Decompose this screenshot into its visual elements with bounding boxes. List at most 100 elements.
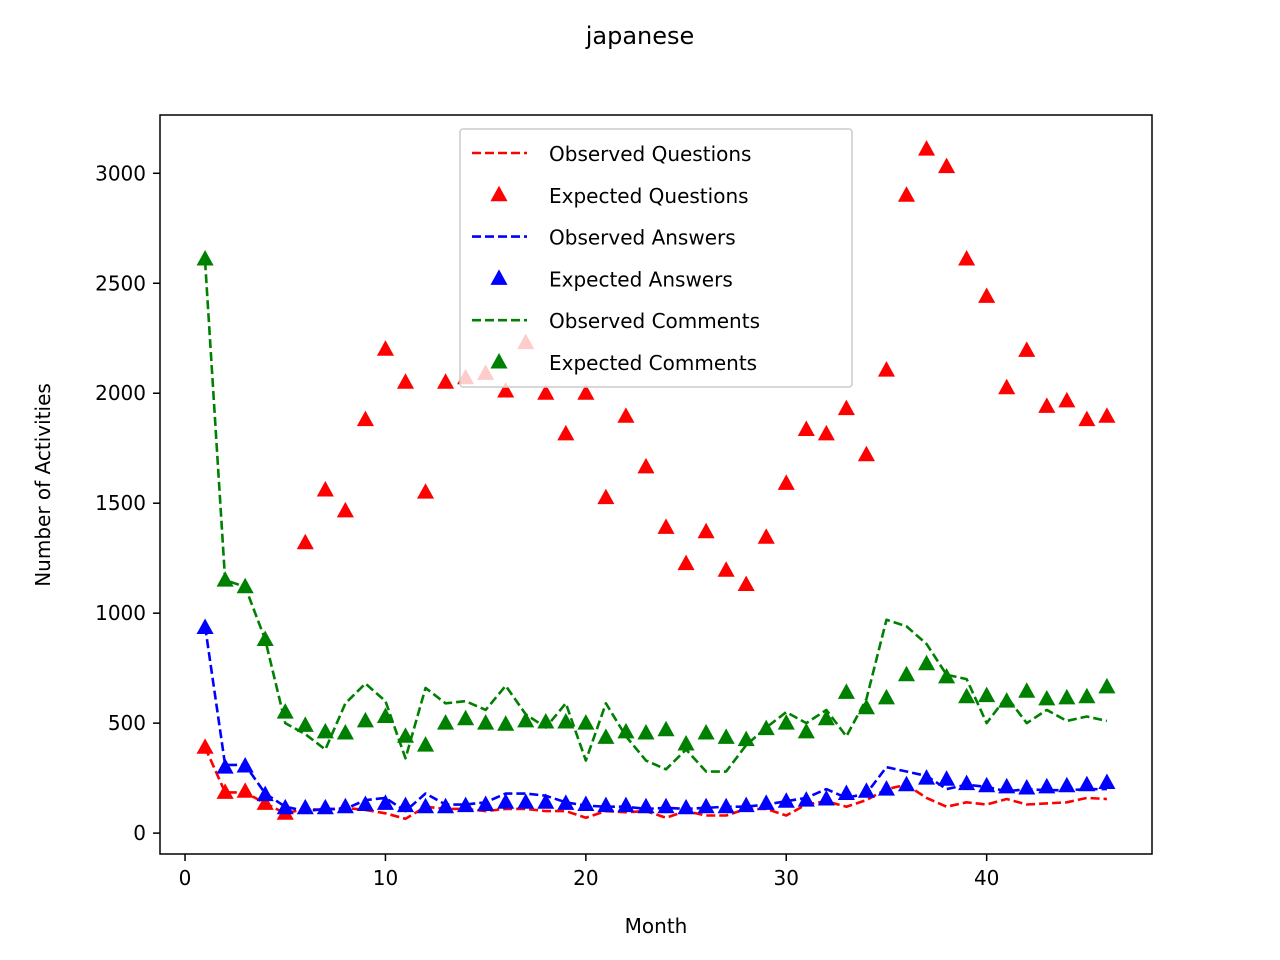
- data-point: [777, 714, 795, 730]
- data-point: [437, 714, 455, 730]
- data-point: [938, 157, 956, 174]
- data-point: [897, 775, 916, 792]
- data-point: [196, 250, 214, 266]
- data-point: [1018, 682, 1036, 698]
- data-point: [917, 654, 936, 671]
- data-point: [517, 793, 535, 809]
- series-line: [203, 261, 1108, 773]
- data-point: [256, 630, 274, 647]
- plot-frame: [159, 114, 1153, 855]
- data-point: [1078, 410, 1096, 427]
- data-point: [236, 782, 254, 798]
- data-point: [917, 769, 936, 785]
- data-point: [497, 382, 515, 398]
- y-tick-label: 1000: [95, 601, 146, 625]
- data-point: [416, 483, 435, 499]
- data-point: [276, 703, 294, 719]
- data-point: [557, 713, 575, 729]
- data-point: [717, 728, 735, 744]
- series-expected-questions: [196, 140, 1116, 820]
- data-point: [677, 554, 695, 571]
- data-point: [998, 378, 1016, 395]
- data-point: [376, 794, 395, 810]
- data-point: [236, 757, 254, 773]
- series-line: [203, 626, 1107, 813]
- data-point: [617, 407, 635, 423]
- data-point: [938, 667, 956, 684]
- legend-entry-observed-answers: Observed Answers: [472, 226, 736, 250]
- data-point: [396, 727, 415, 743]
- data-point: [196, 738, 214, 754]
- y-tick-label: 1500: [95, 491, 146, 515]
- data-point: [216, 758, 234, 774]
- data-point: [376, 707, 395, 724]
- data-point: [877, 688, 896, 705]
- data-point: [557, 794, 575, 810]
- data-point: [437, 373, 455, 389]
- data-point: [296, 533, 314, 550]
- data-point: [416, 736, 435, 752]
- data-point: [717, 797, 735, 814]
- data-point: [296, 798, 314, 815]
- legend-box: [459, 128, 853, 388]
- data-point: [1038, 689, 1056, 706]
- data-point: [777, 474, 795, 490]
- data-point: [617, 722, 635, 739]
- x-axis: 0 10 20 30 40: [179, 854, 999, 890]
- y-tick-label: 500: [108, 711, 146, 735]
- y-axis-label: Number of Activities: [31, 383, 55, 587]
- legend-label: Expected Comments: [549, 351, 757, 375]
- data-point: [497, 793, 515, 809]
- data-point: [737, 730, 755, 747]
- legend: Observed Questions Expected Questions Obse…: [459, 128, 853, 388]
- y-axis: 0 500 1000 1500 2000 2500 3000: [95, 161, 160, 845]
- data-point: [597, 728, 615, 744]
- data-point: [757, 794, 775, 810]
- data-point: [958, 250, 976, 266]
- data-point: [216, 571, 234, 587]
- data-point: [737, 575, 755, 592]
- data-point: [757, 719, 775, 736]
- data-point: [657, 720, 675, 737]
- data-point: [697, 522, 715, 539]
- data-point: [497, 715, 515, 731]
- data-point: [356, 795, 374, 811]
- data-point: [1098, 773, 1116, 789]
- data-point: [897, 186, 916, 202]
- data-point: [196, 618, 214, 634]
- data-point: [1038, 397, 1056, 413]
- data-point: [1018, 779, 1036, 795]
- data-point: [938, 770, 956, 786]
- series-observed-questions: [203, 746, 1107, 821]
- data-point: [817, 424, 835, 441]
- data-point: [797, 420, 815, 436]
- data-point: [577, 714, 595, 730]
- legend-label: Observed Answers: [549, 226, 736, 250]
- data-point: [657, 797, 675, 814]
- data-point: [817, 790, 835, 806]
- data-point: [677, 735, 695, 751]
- data-point: [978, 776, 996, 793]
- y-tick-label: 2500: [95, 271, 146, 295]
- data-point: [597, 796, 615, 813]
- data-point: [777, 792, 795, 808]
- data-point: [817, 709, 835, 726]
- data-point: [376, 340, 395, 356]
- y-tick-label: 3000: [95, 161, 146, 185]
- data-point: [396, 373, 415, 389]
- legend-label: Expected Answers: [549, 267, 733, 291]
- data-point: [958, 774, 976, 791]
- data-point: [457, 796, 475, 813]
- legend-swatch: [490, 185, 508, 202]
- data-point: [276, 798, 294, 815]
- legend-label: Observed Questions: [549, 142, 751, 166]
- data-point: [256, 785, 274, 802]
- data-point: [877, 361, 896, 377]
- data-point: [857, 698, 875, 715]
- data-point: [316, 798, 334, 815]
- data-point: [1018, 341, 1036, 357]
- legend-entry-observed-comments: Observed Comments: [472, 309, 760, 333]
- series-expected-comments: [196, 250, 1116, 752]
- chart-title: japanese: [585, 22, 695, 50]
